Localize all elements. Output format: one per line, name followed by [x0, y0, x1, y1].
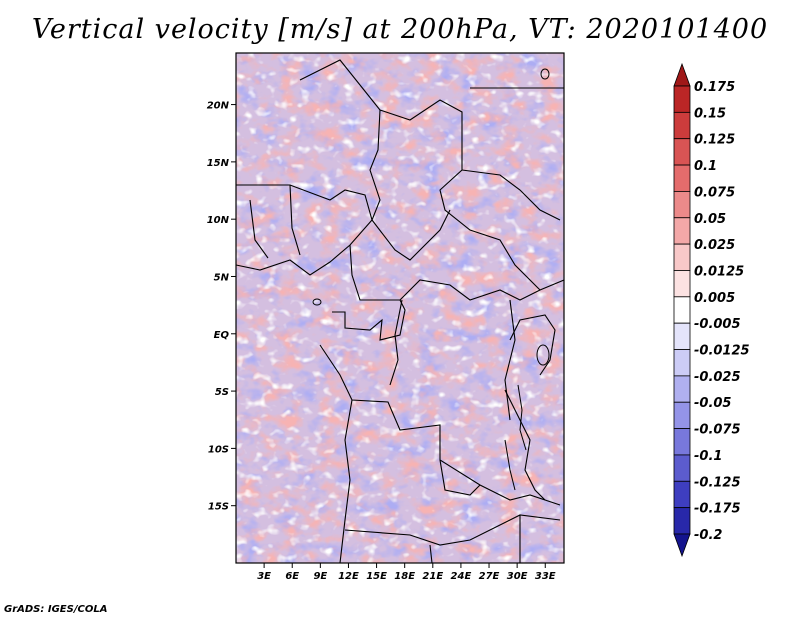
chart-title: Vertical velocity [m/s] at 200hPa, VT: 2…: [31, 14, 769, 45]
colorbar-label: -0.075: [694, 423, 741, 438]
colorbar-swatch: [673, 138, 691, 166]
colorbar-label: -0.0125: [694, 344, 750, 359]
x-tick-label: 21E: [422, 571, 443, 582]
y-tick-label: 5N: [214, 272, 230, 283]
y-tick-label: 10S: [208, 444, 229, 455]
colorbar-label: 0.125: [694, 133, 735, 148]
colorbar-label: 0.075: [694, 185, 735, 200]
x-tick-label: 6E: [285, 571, 299, 582]
colorbar-swatch: [673, 454, 691, 482]
x-tick-label: 33E: [535, 571, 556, 582]
colorbar-label: -0.05: [694, 396, 731, 411]
colorbar-label: 0.1: [694, 159, 717, 174]
x-tick-label: 27E: [479, 571, 500, 582]
colorbar-label: -0.025: [694, 370, 741, 385]
colorbar-swatch: [673, 191, 691, 219]
colorbar-swatch: [673, 507, 691, 535]
colorbar-label: 0.0125: [694, 264, 744, 279]
lake-outlines: [312, 68, 550, 491]
colorbar-label: 0.175: [694, 80, 735, 95]
colorbar-label: 0.15: [694, 106, 726, 121]
country-borders: [236, 59, 564, 563]
x-tick-label: 3E: [257, 571, 271, 582]
colorbar-swatch: [673, 111, 691, 140]
colorbar-label: -0.175: [694, 502, 741, 517]
colorbar-label: 0.025: [694, 238, 735, 253]
y-tick-label: EQ: [214, 330, 230, 341]
colorbar-swatch: [673, 428, 691, 456]
colorbar-swatch: [673, 480, 691, 509]
colorbar-swatch: [673, 375, 691, 403]
colorbar-swatch: [673, 296, 691, 324]
colorbar-swatch: [673, 164, 691, 192]
y-tick-label: 10N: [207, 215, 230, 226]
colorbar-label: -0.005: [694, 317, 741, 332]
colorbar-swatch: [673, 85, 691, 113]
colorbar-label: -0.125: [694, 475, 741, 490]
colorbar-swatch: [673, 322, 691, 350]
colorbar-swatch: [673, 270, 691, 298]
x-tick-label: 24E: [451, 571, 472, 582]
x-tick-label: 18E: [394, 571, 415, 582]
y-tick-label: 15N: [207, 158, 230, 169]
colorbar-swatch: [673, 217, 691, 245]
y-tick-label: 20N: [207, 101, 230, 112]
colorbar: 0.175 0.15 0.125 0.1 0.075 0.05 0.025 0.0125 0.0…: [673, 62, 750, 558]
colorbar-label: -0.2: [694, 528, 722, 543]
x-tick-label: 15E: [366, 571, 387, 582]
plot-frame: [235, 52, 565, 564]
x-axis: 3E 6E 9E 12E 15E 18E 21E 24E 27E 30E 33E: [257, 563, 556, 582]
grads-credit: GrADS: IGES/COLA: [4, 604, 108, 615]
y-axis: 20N 15N 10N 5N EQ 5S 10S 15S: [207, 101, 236, 513]
colorbar-swatch: [673, 349, 691, 377]
x-tick-label: 12E: [338, 571, 359, 582]
colorbar-top-arrow: [673, 62, 691, 87]
colorbar-bottom-arrow: [673, 533, 691, 558]
y-tick-label: 15S: [208, 502, 229, 513]
x-tick-label: 30E: [507, 571, 528, 582]
colorbar-swatch: [673, 243, 691, 271]
y-tick-label: 5S: [215, 387, 229, 398]
x-tick-label: 9E: [313, 571, 327, 582]
colorbar-label: 0.005: [694, 291, 735, 306]
colorbar-swatch: [673, 401, 691, 429]
colorbar-label: -0.1: [694, 449, 722, 464]
colorbar-label: 0.05: [694, 212, 726, 227]
